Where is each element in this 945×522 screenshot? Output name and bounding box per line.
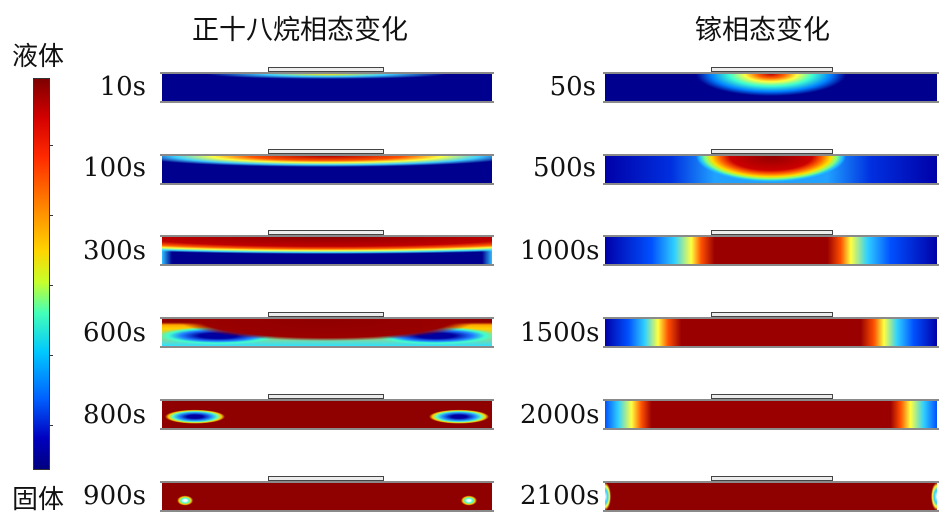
colorbar-bottom-label: 固体: [12, 485, 65, 515]
heater: [268, 476, 384, 481]
heater: [711, 394, 833, 399]
gallium-panel-2000s: [603, 394, 939, 430]
heater: [268, 230, 384, 235]
heater: [711, 149, 833, 154]
gallium-panel-50s: [603, 67, 939, 103]
gallium-panel-1500s: [603, 312, 939, 348]
time-label: 2000s: [520, 400, 600, 430]
octadecane-panel-600s: [160, 312, 494, 348]
time-label: 100s: [83, 153, 146, 183]
time-label: 500s: [533, 153, 596, 183]
heater: [711, 476, 833, 481]
time-label: 2100s: [520, 481, 600, 511]
colorbar: [33, 78, 50, 470]
time-label: 10s: [99, 72, 146, 102]
octadecane-panel-900s: [160, 476, 494, 512]
octadecane-panel-100s: [160, 149, 494, 185]
gallium-panel-2100s: [603, 476, 939, 512]
time-label: 50s: [549, 72, 596, 102]
colorbar-tick: [49, 355, 53, 356]
gallium-panel-500s: [603, 149, 939, 185]
time-label: 1500s: [520, 318, 600, 348]
octadecane-panel-800s: [160, 394, 494, 430]
colorbar-tick: [49, 425, 53, 426]
heater: [268, 312, 384, 317]
time-label: 800s: [83, 400, 146, 430]
octadecane-panel-300s: [160, 230, 494, 266]
time-label: 300s: [83, 236, 146, 266]
heater: [268, 149, 384, 154]
colorbar-top-label: 液体: [12, 42, 65, 72]
heater: [268, 394, 384, 399]
left-column-title: 正十八烷相态变化: [192, 15, 408, 46]
heater: [268, 67, 384, 72]
heater: [711, 312, 833, 317]
time-label: 900s: [83, 481, 146, 511]
colorbar-tick: [49, 215, 53, 216]
gallium-panel-1000s: [603, 230, 939, 266]
time-label: 600s: [83, 318, 146, 348]
colorbar-tick: [49, 285, 53, 286]
heater: [711, 230, 833, 235]
right-column-title: 镓相态变化: [695, 15, 830, 46]
octadecane-panel-10s: [160, 67, 494, 103]
heater: [711, 67, 833, 72]
colorbar-tick: [49, 145, 53, 146]
time-label: 1000s: [520, 236, 600, 266]
